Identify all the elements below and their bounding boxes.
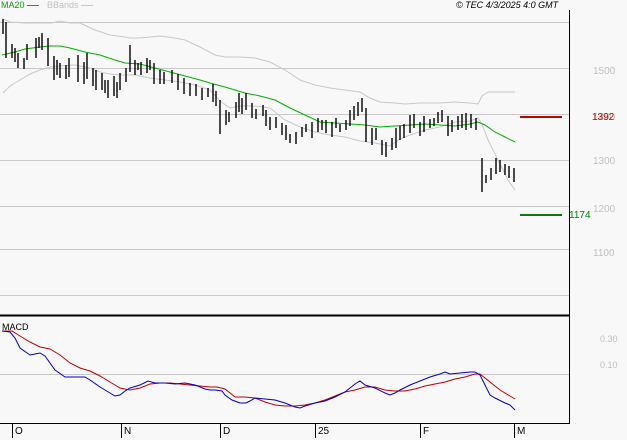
price-label-1500: 1500 xyxy=(593,66,616,77)
x-axis-ticks xyxy=(12,424,515,438)
price-label-1400: 1400 xyxy=(593,112,616,123)
x-label-feb: F xyxy=(423,426,430,437)
bbands-lower-line xyxy=(2,64,516,191)
x-label-nov: N xyxy=(124,426,132,437)
price-bars xyxy=(2,19,515,192)
x-label-dec: D xyxy=(223,426,231,437)
bbands-upper-line xyxy=(2,18,515,105)
x-label-mar: M xyxy=(517,426,526,437)
chart-legend: MA20 BBands xyxy=(1,0,93,10)
legend-bbands: BBands xyxy=(47,0,79,10)
price-label-1100: 1100 xyxy=(593,248,615,259)
macd-panel-title: MACD xyxy=(2,322,29,332)
price-label-1200: 1200 xyxy=(593,204,616,215)
ma20-swatch-icon xyxy=(26,5,39,7)
resistance-label: 1392 xyxy=(592,112,615,123)
macd-label-010: 0.10 xyxy=(600,360,618,370)
x-label-oct: O xyxy=(15,426,23,437)
macd-signal-line xyxy=(2,330,516,407)
price-label-1300: 1300 xyxy=(593,156,616,167)
bbands-swatch-icon xyxy=(80,5,93,7)
support-label: 1174 xyxy=(569,210,591,221)
macd-line xyxy=(1,330,516,411)
copyright-timestamp: © TEC 4/3/2025 4:0 GMT xyxy=(456,0,559,10)
price-gridlines xyxy=(0,22,569,296)
legend-ma20: MA20 xyxy=(1,0,25,10)
x-label-2025: 25 xyxy=(318,426,330,437)
macd-label-030: 0.30 xyxy=(600,334,618,344)
